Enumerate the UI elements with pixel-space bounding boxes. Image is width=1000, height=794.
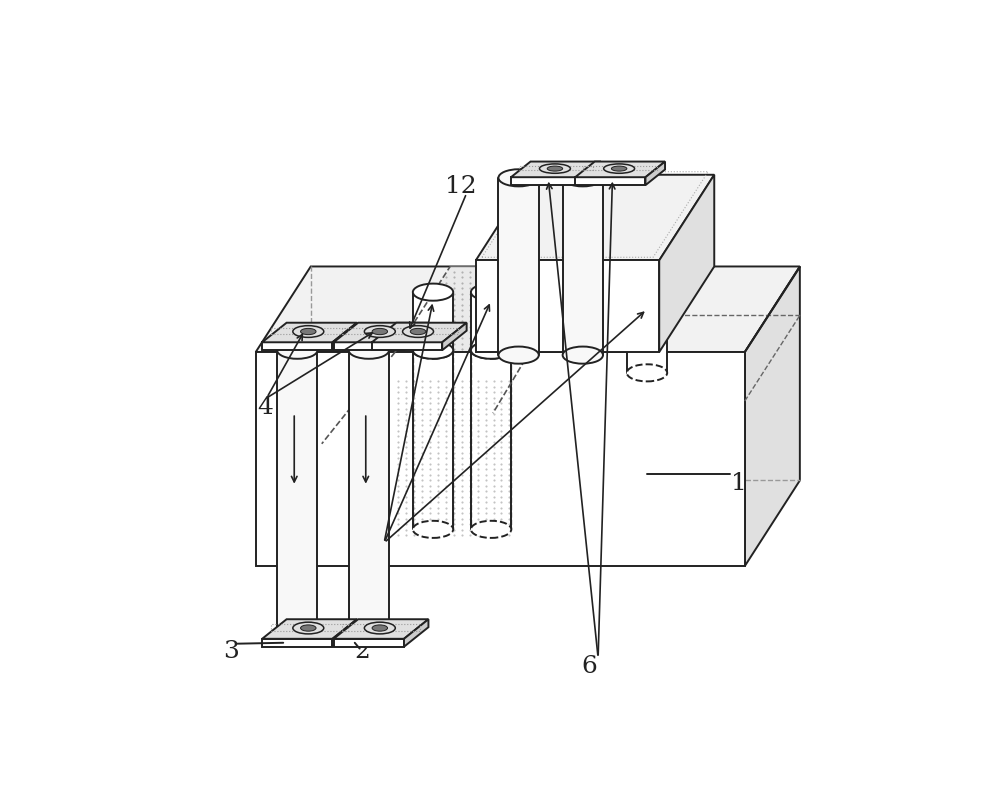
Ellipse shape <box>498 346 539 364</box>
Text: 1: 1 <box>731 472 747 495</box>
Ellipse shape <box>301 625 316 631</box>
Ellipse shape <box>563 346 603 364</box>
Ellipse shape <box>539 164 570 173</box>
Polygon shape <box>395 267 585 352</box>
Polygon shape <box>256 267 800 352</box>
Polygon shape <box>404 322 428 350</box>
Ellipse shape <box>611 166 627 171</box>
Polygon shape <box>395 371 517 542</box>
Ellipse shape <box>413 341 453 359</box>
Polygon shape <box>277 350 317 636</box>
Ellipse shape <box>471 341 511 359</box>
Ellipse shape <box>547 166 563 171</box>
Polygon shape <box>334 342 404 350</box>
Polygon shape <box>334 322 428 342</box>
Text: 3: 3 <box>223 640 239 663</box>
Ellipse shape <box>403 326 434 337</box>
Polygon shape <box>563 178 603 355</box>
Polygon shape <box>332 322 357 350</box>
Polygon shape <box>262 619 357 639</box>
Polygon shape <box>471 350 511 530</box>
Polygon shape <box>476 260 659 352</box>
Ellipse shape <box>349 628 389 645</box>
Ellipse shape <box>293 326 324 337</box>
Polygon shape <box>413 350 453 530</box>
Polygon shape <box>372 342 442 350</box>
Ellipse shape <box>410 329 426 334</box>
Polygon shape <box>511 161 601 177</box>
Polygon shape <box>334 639 404 647</box>
Text: 5: 5 <box>367 533 383 556</box>
Polygon shape <box>575 161 665 177</box>
Text: 4: 4 <box>257 395 273 418</box>
Ellipse shape <box>563 169 603 187</box>
Ellipse shape <box>627 292 667 310</box>
Ellipse shape <box>364 622 395 634</box>
Polygon shape <box>262 639 332 647</box>
Polygon shape <box>745 267 800 566</box>
Polygon shape <box>334 619 428 639</box>
Ellipse shape <box>277 628 317 645</box>
Polygon shape <box>404 619 428 647</box>
Text: 2: 2 <box>355 640 371 663</box>
Ellipse shape <box>471 521 511 538</box>
Polygon shape <box>413 292 453 350</box>
Polygon shape <box>262 322 357 342</box>
Polygon shape <box>511 177 581 185</box>
Ellipse shape <box>372 329 388 334</box>
Polygon shape <box>645 161 665 185</box>
Polygon shape <box>372 322 467 342</box>
Ellipse shape <box>471 341 511 359</box>
Text: 12: 12 <box>445 175 476 198</box>
Polygon shape <box>659 175 714 352</box>
Ellipse shape <box>471 283 511 301</box>
Ellipse shape <box>364 326 395 337</box>
Polygon shape <box>442 322 467 350</box>
Polygon shape <box>332 619 357 647</box>
Polygon shape <box>575 177 645 185</box>
Polygon shape <box>349 350 389 636</box>
Ellipse shape <box>372 625 388 631</box>
Ellipse shape <box>413 341 453 359</box>
Polygon shape <box>256 352 745 566</box>
Ellipse shape <box>277 341 317 359</box>
Ellipse shape <box>413 521 453 538</box>
Polygon shape <box>581 161 601 185</box>
Ellipse shape <box>604 164 635 173</box>
Polygon shape <box>262 342 332 350</box>
Ellipse shape <box>301 329 316 334</box>
Ellipse shape <box>498 169 539 187</box>
Polygon shape <box>498 178 539 355</box>
Ellipse shape <box>413 283 453 301</box>
Polygon shape <box>471 292 511 350</box>
Polygon shape <box>476 175 714 260</box>
Polygon shape <box>627 301 667 373</box>
Ellipse shape <box>293 622 324 634</box>
Ellipse shape <box>627 364 667 381</box>
Text: 6: 6 <box>581 655 597 678</box>
Ellipse shape <box>349 341 389 359</box>
